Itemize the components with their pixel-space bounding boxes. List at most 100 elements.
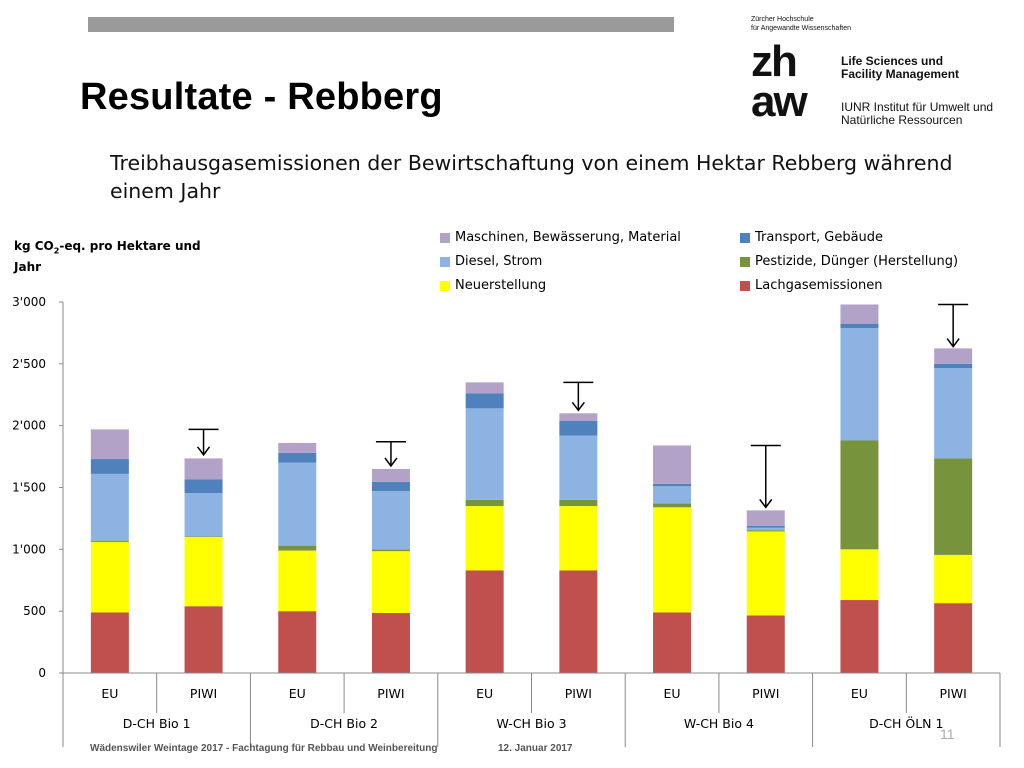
x-category-label: EU: [289, 686, 306, 701]
page-title: Resultate - Rebberg: [80, 76, 443, 118]
bar-segment-neuerstellung: [371, 551, 410, 614]
legend-swatch: [440, 256, 450, 267]
chart-subtitle: Treibhausgasemissionen der Bewirtschaftu…: [110, 151, 953, 203]
bar-segment-neuerstellung: [559, 506, 598, 571]
bar-segment-pestizide-d-nger-herstellung: [653, 503, 692, 508]
bar-segment-pestizide-d-nger-herstellung: [840, 440, 879, 550]
bar-segment-lachgasemissionen: [184, 606, 223, 673]
bar-segment-transport-geb-ude: [840, 323, 879, 328]
bar-segment-diesel-strom: [934, 368, 973, 459]
bar-segment-neuerstellung: [90, 541, 129, 613]
bar-segment-lachgasemissionen: [90, 612, 129, 673]
x-group-label: D-CH Bio 2: [310, 716, 378, 731]
logo-org-line2: für Angewandte Wissenschaften: [751, 24, 852, 32]
bar-segment-maschinen-bew-sserung-material: [278, 442, 317, 453]
bar-segment-transport-geb-ude: [184, 479, 223, 494]
x-category-label: PIWI: [190, 686, 217, 701]
bar-segment-pestizide-d-nger-herstellung: [559, 499, 598, 507]
x-group-label: D-CH Bio 1: [123, 716, 191, 731]
logo-inst-line1: IUNR Institut für Umwelt und: [841, 100, 994, 114]
bar-segment-diesel-strom: [840, 327, 879, 441]
bar-segment-maschinen-bew-sserung-material: [934, 348, 973, 364]
bar-segment-transport-geb-ude: [746, 525, 785, 528]
bar-segment-transport-geb-ude: [559, 420, 598, 436]
reduction-arrow-head: [571, 401, 585, 412]
legend-label: Lachgasemissionen: [755, 278, 883, 293]
x-category-label: PIWI: [565, 686, 592, 701]
reduction-arrow-head: [196, 446, 211, 457]
top-decor-bar: [88, 17, 674, 32]
bar-segment-lachgasemissionen: [559, 570, 598, 673]
bar-segment-diesel-strom: [278, 462, 317, 546]
reduction-arrow-head: [759, 498, 773, 509]
x-category-label: PIWI: [940, 686, 967, 701]
footer-date: 12. Januar 2017: [498, 743, 573, 754]
logo-org-line1: Zürcher Hochschule: [751, 16, 814, 23]
legend-label: Neuerstellung: [455, 278, 547, 293]
bar-segment-lachgasemissionen: [465, 570, 504, 673]
y-tick-label: 500: [23, 604, 46, 618]
legend-item: Maschinen, Bewässerung, Material: [440, 230, 681, 245]
bar-segment-maschinen-bew-sserung-material: [653, 445, 692, 484]
reduction-arrow-head: [946, 338, 960, 348]
logo-mark-line1: zh: [751, 37, 798, 86]
legend-swatch: [440, 280, 450, 291]
bar-segment-neuerstellung: [653, 507, 692, 613]
x-category-label: EU: [101, 686, 118, 701]
logo-institute-name: IUNR Institut für Umwelt und Natürliche …: [841, 101, 993, 127]
bar-segment-transport-geb-ude: [90, 459, 129, 474]
page-number: 11: [940, 726, 955, 742]
x-group-label: D-CH ÖLN 1: [869, 715, 943, 731]
legend-item: Pestizide, Dünger (Herstellung): [740, 254, 958, 269]
bar-segment-transport-geb-ude: [278, 452, 317, 463]
bar-segment-lachgasemissionen: [371, 613, 410, 673]
y-tick-label: 1'500: [12, 481, 46, 495]
legend-swatch: [440, 232, 450, 243]
logo-school-name: Life Sciences und Facility Management: [841, 55, 959, 81]
bar-segment-neuerstellung: [184, 536, 223, 607]
bar-segment-transport-geb-ude: [465, 393, 504, 409]
legend-label: Transport, Gebäude: [755, 230, 884, 245]
bar-segment-diesel-strom: [184, 493, 223, 537]
bar-segment-lachgasemissionen: [934, 603, 973, 673]
bar-segment-maschinen-bew-sserung-material: [465, 382, 504, 394]
reduction-arrow-head: [384, 457, 398, 468]
x-category-label: EU: [476, 686, 493, 701]
bar-segment-pestizide-d-nger-herstellung: [371, 549, 410, 552]
y-axis-label-rest: -eq. pro Hektare und Jahr: [14, 239, 201, 275]
bar-segment-maschinen-bew-sserung-material: [90, 429, 129, 460]
x-group-label: W-CH Bio 3: [496, 716, 566, 731]
bar-segment-pestizide-d-nger-herstellung: [184, 536, 223, 537]
bar-segment-maschinen-bew-sserung-material: [559, 413, 598, 421]
logo-inst-line2: Natürliche Ressourcen: [841, 113, 963, 127]
footer-event: Wädenswiler Weintage 2017 - Fachtagung f…: [90, 743, 438, 754]
x-category-label: PIWI: [377, 686, 404, 701]
x-category-label: EU: [664, 686, 681, 701]
y-tick-label: 1'000: [12, 542, 46, 556]
bar-segment-diesel-strom: [653, 486, 692, 504]
y-tick-label: 3'000: [12, 295, 46, 309]
x-category-label: PIWI: [752, 686, 779, 701]
bar-segment-transport-geb-ude: [371, 481, 410, 492]
bar-segment-pestizide-d-nger-herstellung: [278, 545, 317, 551]
bar-segment-diesel-strom: [371, 491, 410, 550]
bar-segment-neuerstellung: [840, 549, 879, 601]
y-tick-label: 2'000: [12, 419, 46, 433]
legend-item: Diesel, Strom: [440, 254, 542, 269]
legend-label: Pestizide, Dünger (Herstellung): [755, 254, 959, 269]
logo-mark: zh aw: [751, 37, 833, 124]
bar-segment-neuerstellung: [934, 554, 973, 604]
bar-segment-diesel-strom: [90, 473, 129, 541]
bar-segment-lachgasemissionen: [278, 611, 317, 673]
y-tick-label: 0: [38, 666, 46, 680]
bar-segment-neuerstellung: [278, 550, 317, 612]
bar-segment-lachgasemissionen: [653, 612, 692, 673]
bar-segment-pestizide-d-nger-herstellung: [746, 530, 785, 532]
y-tick-label: 2'500: [12, 357, 46, 371]
bar-segment-maschinen-bew-sserung-material: [840, 304, 879, 324]
legend-swatch: [740, 280, 750, 291]
x-group-label: W-CH Bio 4: [684, 716, 754, 731]
bar-segment-lachgasemissionen: [840, 600, 879, 673]
legend-item: Transport, Gebäude: [740, 230, 883, 245]
